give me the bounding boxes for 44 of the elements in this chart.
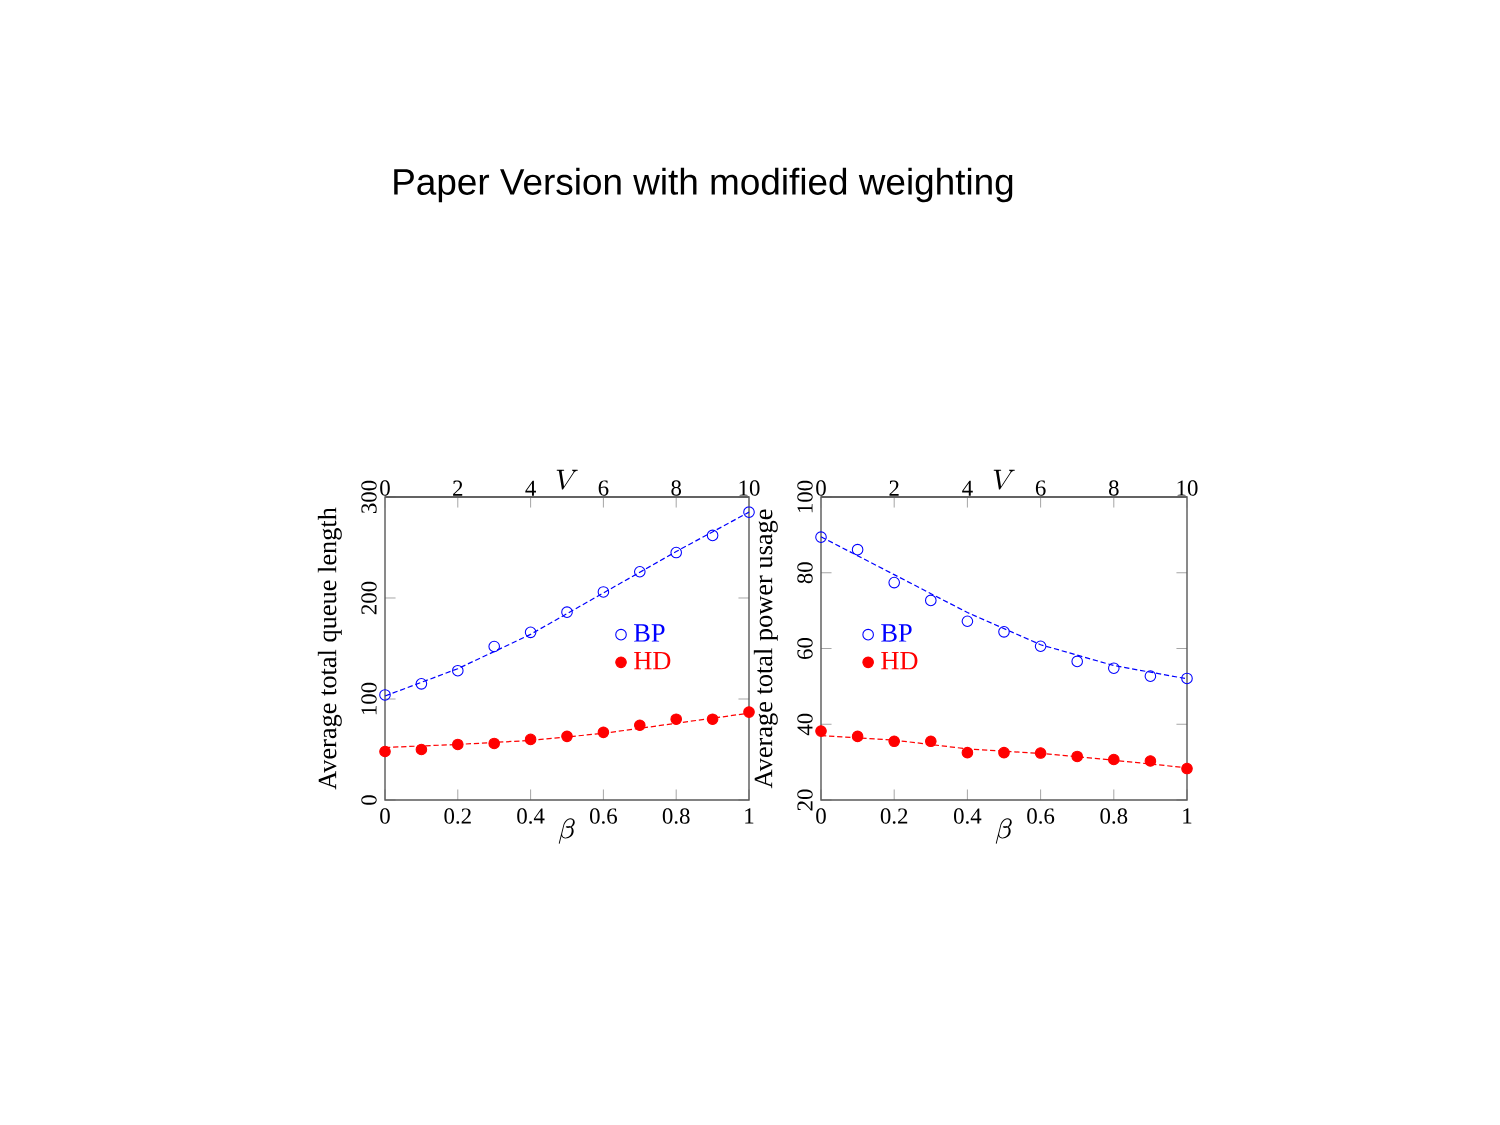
x-tick-label: 0.8 [1100,808,1128,824]
x-tick-label: 0 [816,808,826,824]
x2-tick-label: 0 [380,480,390,496]
y-axis-title: Average total power usage [753,509,778,789]
x2-tick-label: 6 [598,480,609,496]
x-tick-label: 0.2 [880,808,908,824]
x2-tick-label: 4 [525,480,536,496]
x2-tick-label: 2 [889,480,899,496]
x2-tick-label: 10 [739,480,760,496]
x-axis-title: $\beta$ [995,818,1012,844]
x2-axis-title: $V$ [556,469,578,490]
y-tick-label: 0 [361,795,377,805]
y-tick-label: 100 [361,682,377,715]
legend-label: HD [881,652,918,670]
x2-tick-label: 2 [453,480,463,496]
x-tick-label: 1 [745,808,754,824]
y-tick-label: 300 [361,480,377,514]
legend-label: BP [634,624,665,642]
y-tick-label: 60 [797,637,813,659]
x2-tick-label: 8 [671,480,682,496]
y-tick-label: 40 [797,713,813,736]
y-tick-label: 200 [361,581,377,615]
x-tick-label: 0.4 [954,808,982,824]
x-tick-label: 0.2 [444,808,471,824]
y-tick-label: 100 [797,480,813,513]
x-tick-label: 1 [1183,808,1192,824]
x2-tick-label: 8 [1108,480,1119,496]
x-tick-label: 0.4 [517,808,545,824]
x-tick-label: 0.6 [590,808,618,824]
x-axis-title: $\beta$ [558,818,575,844]
x2-tick-label: 0 [816,480,826,496]
chart-title: Paper Version with modified weighting [394,167,1013,203]
x-tick-label: 0 [380,808,390,824]
x2-axis-title: $V$ [993,469,1015,490]
y-tick-label: 80 [797,562,813,584]
legend-label: BP [881,624,912,642]
legend-label: HD [634,652,671,670]
x-tick-label: 0.6 [1027,808,1055,824]
x2-tick-label: 10 [1177,480,1198,496]
y-tick-label: 20 [797,789,813,811]
y-axis-title: Average total queue length [317,507,342,790]
x2-tick-label: 6 [1035,480,1046,496]
x-tick-label: 0.8 [662,808,690,824]
x2-tick-label: 4 [962,480,973,496]
